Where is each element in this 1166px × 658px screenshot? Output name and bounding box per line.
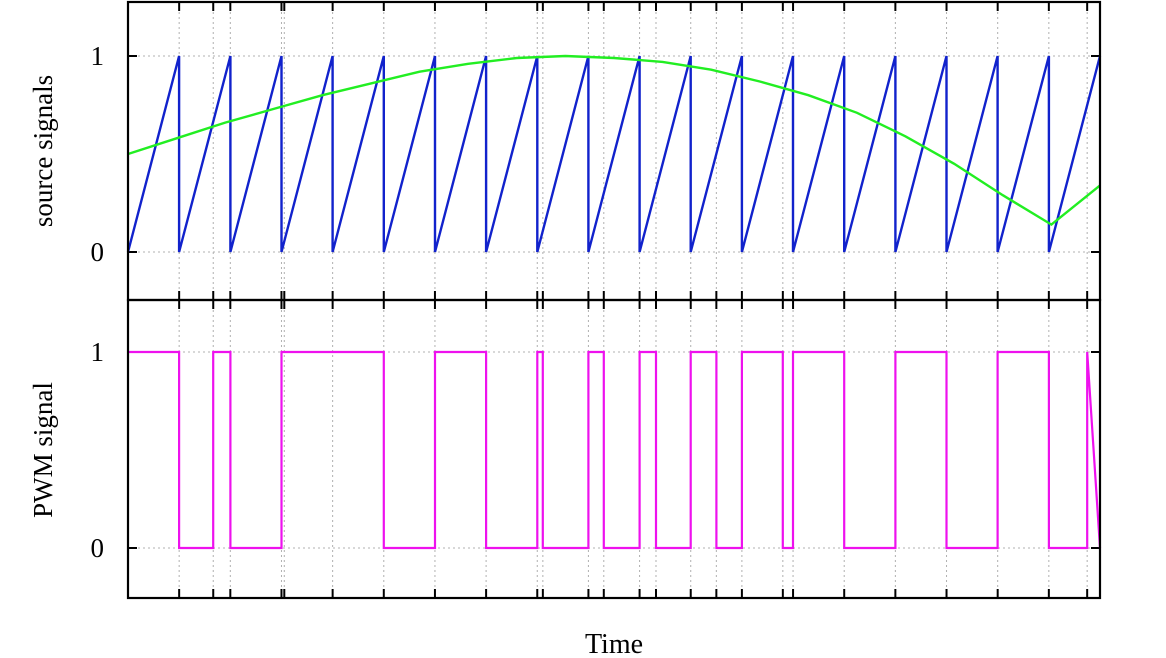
y-tick-label: 0 (91, 533, 105, 563)
x-axis-label: Time (585, 629, 643, 658)
y-tick-label: 0 (91, 237, 105, 267)
y-tick-label: 1 (91, 41, 105, 71)
pwm-signal-panel: 01 (91, 298, 1102, 600)
plot-frame (126, 298, 1102, 600)
series-carrier (126, 55, 1102, 253)
y-tick-label: 1 (91, 337, 105, 367)
y-axis-label-pwm-signal: PWM signal (28, 382, 58, 518)
series-reference (127, 54, 1101, 227)
source-signals-panel: 01 (91, 0, 1102, 302)
y-axis-label-source-signals: source signals (28, 75, 58, 227)
series-pwm (128, 350, 1102, 550)
